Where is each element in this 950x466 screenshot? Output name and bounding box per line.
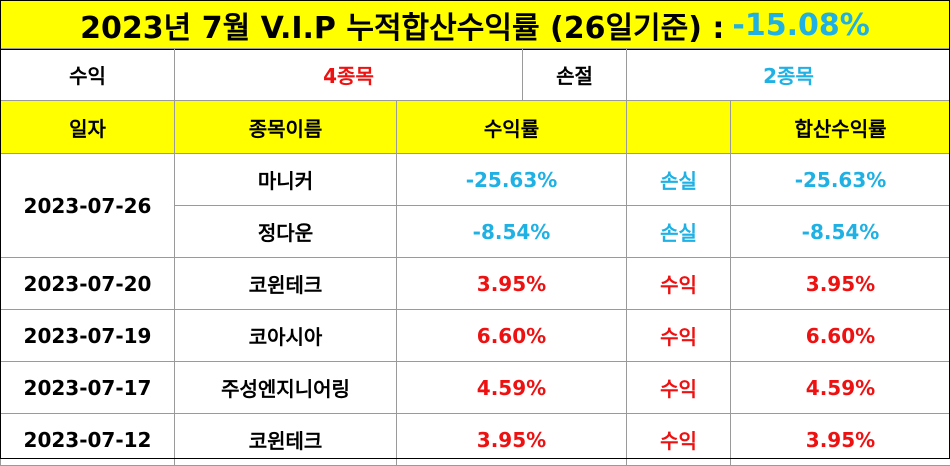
header-return: 수익률	[397, 101, 627, 154]
row-name: 코아시아	[175, 310, 397, 362]
row-status: 손실	[627, 154, 731, 206]
header-total: 합산수익률	[731, 101, 950, 154]
returns-table: 수익 4종목 손절 2종목 일자 종목이름 수익률 합산수익률 2023-07-…	[0, 48, 950, 466]
summary-loss-label: 손절	[523, 49, 627, 101]
title-percent: -15.08%	[732, 8, 869, 43]
row-name: 주성엔지니어링	[175, 362, 397, 414]
title-text: 2023년 7월 V.I.P 누적합산수익률 (26일기준) :	[80, 3, 724, 47]
row-status: 수익	[627, 362, 731, 414]
row-date: 2023-07-26	[1, 154, 175, 258]
sheet-title: 2023년 7월 V.I.P 누적합산수익률 (26일기준) : -15.08%	[0, 0, 950, 50]
row-return: 4.59%	[397, 362, 627, 414]
row-name: 코윈테크	[175, 414, 397, 466]
row-name: 코윈테크	[175, 258, 397, 310]
row-status: 수익	[627, 414, 731, 466]
row-total: 6.60%	[731, 310, 950, 362]
row-return: 3.95%	[397, 414, 627, 466]
row-total: 3.95%	[731, 414, 950, 466]
summary-profit-label: 수익	[1, 49, 175, 101]
summary-profit-value: 4종목	[175, 49, 523, 101]
row-date: 2023-07-12	[1, 414, 175, 466]
table-row: 2023-07-19 코아시아 6.60% 수익 6.60%	[1, 310, 950, 362]
header-date: 일자	[1, 101, 175, 154]
row-date: 2023-07-20	[1, 258, 175, 310]
table-row: 2023-07-17 주성엔지니어링 4.59% 수익 4.59%	[1, 362, 950, 414]
row-total: -8.54%	[731, 206, 950, 258]
table-row: 2023-07-12 코윈테크 3.95% 수익 3.95%	[1, 414, 950, 466]
row-total: 4.59%	[731, 362, 950, 414]
table-row: 2023-07-26 마니커 -25.63% 손실 -25.63%	[1, 154, 950, 206]
row-name: 정다운	[175, 206, 397, 258]
row-return: -25.63%	[397, 154, 627, 206]
row-status: 수익	[627, 310, 731, 362]
summary-loss-value: 2종목	[627, 49, 950, 101]
row-status: 손실	[627, 206, 731, 258]
row-return: 6.60%	[397, 310, 627, 362]
header-name: 종목이름	[175, 101, 397, 154]
row-date: 2023-07-17	[1, 362, 175, 414]
row-name: 마니커	[175, 154, 397, 206]
table-row: 2023-07-20 코윈테크 3.95% 수익 3.95%	[1, 258, 950, 310]
header-status	[627, 101, 731, 154]
header-row: 일자 종목이름 수익률 합산수익률	[1, 101, 950, 154]
row-total: -25.63%	[731, 154, 950, 206]
row-date: 2023-07-19	[1, 310, 175, 362]
row-return: -8.54%	[397, 206, 627, 258]
row-status: 수익	[627, 258, 731, 310]
row-return: 3.95%	[397, 258, 627, 310]
summary-row: 수익 4종목 손절 2종목	[1, 49, 950, 101]
row-total: 3.95%	[731, 258, 950, 310]
